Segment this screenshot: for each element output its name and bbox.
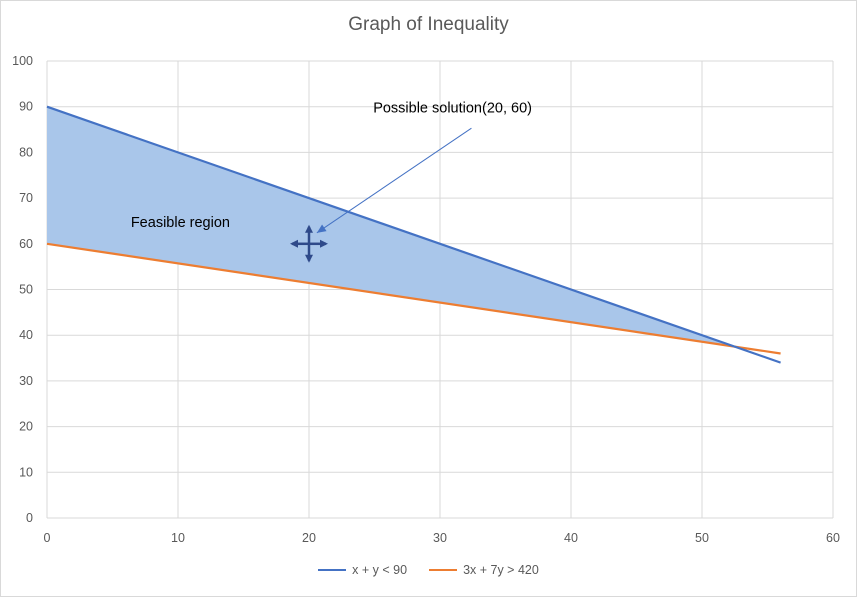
- marker-arrow-up: [305, 224, 313, 233]
- possible-solution-label: Possible solution(20, 60): [373, 101, 532, 117]
- x-tick-label-20: 20: [302, 531, 316, 545]
- series-layer: [46, 105, 781, 364]
- legend-item-series-2: 3x + 7y > 420: [429, 563, 539, 577]
- series-line-2: [46, 242, 781, 355]
- annotation-layer: Feasible region Possible solution(20, 60): [131, 101, 532, 263]
- legend-swatch-series-2: [429, 569, 458, 571]
- solution-point-marker: [290, 224, 328, 263]
- chart-title: Graph of Inequality: [348, 14, 509, 35]
- y-tick-label-70: 70: [19, 191, 33, 205]
- solution-arrow-line: [316, 127, 472, 234]
- feasible-region-label: Feasible region: [131, 215, 230, 231]
- y-tick-label-40: 40: [19, 328, 33, 342]
- x-tick-label-10: 10: [171, 531, 185, 545]
- series-line-1: [46, 105, 781, 364]
- legend-label-series-1: x + y < 90: [352, 563, 408, 577]
- legend: x + y < 90 3x + 7y > 420: [0, 563, 857, 577]
- marker-arrow-right: [320, 239, 328, 248]
- y-tick-label-10: 10: [19, 465, 33, 479]
- y-tick-label-100: 100: [12, 54, 33, 68]
- legend-label-series-2: 3x + 7y > 420: [463, 563, 539, 577]
- y-tick-label-20: 20: [19, 420, 33, 434]
- x-tick-label-50: 50: [695, 531, 709, 545]
- marker-vertical-bar: [307, 226, 311, 261]
- y-tick-label-60: 60: [19, 237, 33, 251]
- tick-layer: 0 10 20 30 40 50 60 70 80 90 100 0 10 20 30 40 50 60: [12, 54, 840, 545]
- y-tick-label-50: 50: [19, 283, 33, 297]
- solution-arrow-head: [316, 224, 327, 233]
- x-tick-label-40: 40: [564, 531, 578, 545]
- x-tick-label-30: 30: [433, 531, 447, 545]
- legend-swatch-series-1: [318, 569, 347, 571]
- y-tick-label-80: 80: [19, 145, 33, 159]
- y-tick-label-90: 90: [19, 100, 33, 114]
- marker-arrow-left: [290, 239, 298, 248]
- marker-arrow-down: [305, 254, 313, 263]
- x-tick-label-60: 60: [826, 531, 840, 545]
- y-tick-label-30: 30: [19, 374, 33, 388]
- x-tick-label-0: 0: [44, 531, 51, 545]
- y-tick-label-0: 0: [26, 511, 33, 525]
- legend-item-series-1: x + y < 90: [318, 563, 407, 577]
